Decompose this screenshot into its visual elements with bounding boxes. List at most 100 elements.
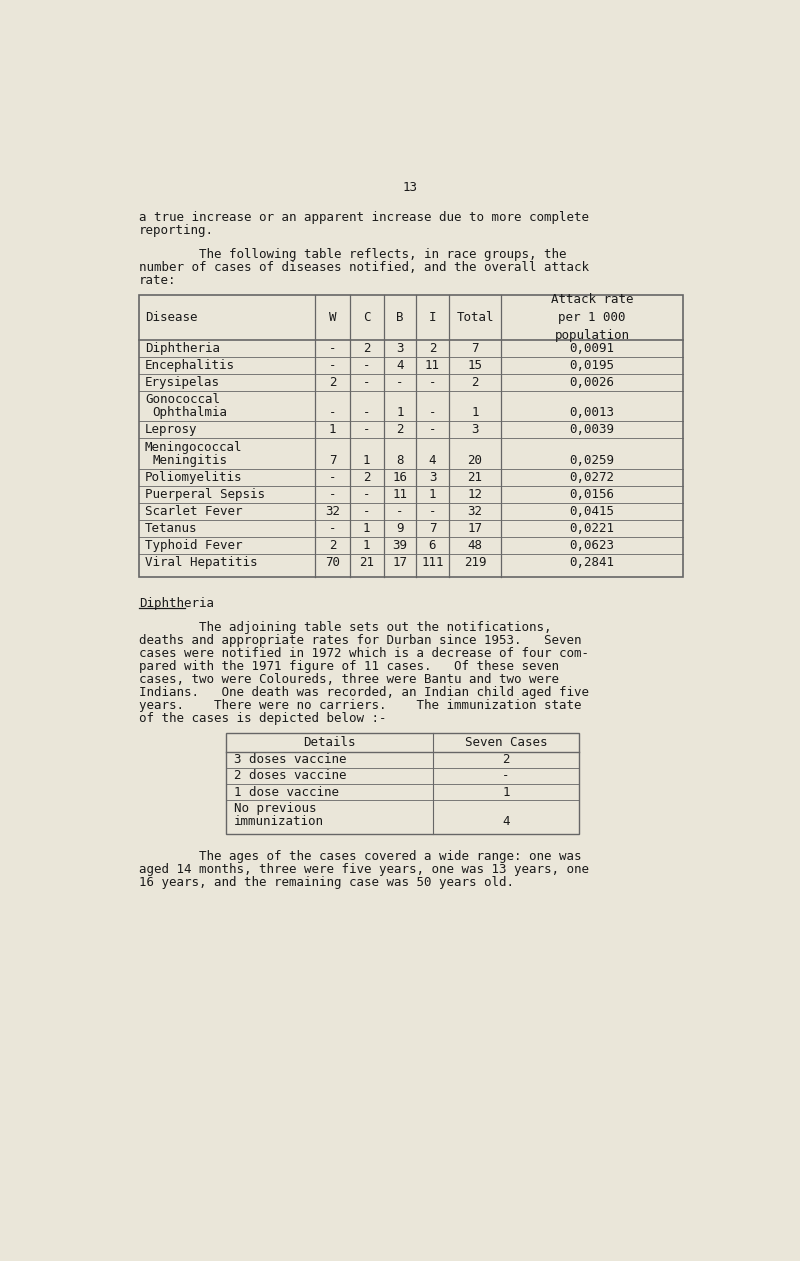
Text: Poliomyelitis: Poliomyelitis <box>145 472 242 484</box>
Text: cases, two were Coloureds, three were Bantu and two were: cases, two were Coloureds, three were Ba… <box>138 673 558 686</box>
Text: Attack rate
per 1 000
population: Attack rate per 1 000 population <box>551 293 634 342</box>
Text: 111: 111 <box>422 556 444 569</box>
Text: Puerperal Sepsis: Puerperal Sepsis <box>145 488 265 501</box>
Text: -: - <box>396 504 404 518</box>
Text: 0,0415: 0,0415 <box>570 504 614 518</box>
Bar <box>138 295 683 578</box>
Text: Erysipelas: Erysipelas <box>145 376 220 388</box>
Text: 2: 2 <box>429 342 436 354</box>
Text: -: - <box>363 406 370 420</box>
Text: 4: 4 <box>396 358 404 372</box>
Text: 0,0013: 0,0013 <box>570 406 614 420</box>
Text: 1: 1 <box>396 406 404 420</box>
Text: Encephalitis: Encephalitis <box>145 358 235 372</box>
Text: 9: 9 <box>396 522 404 535</box>
Text: 39: 39 <box>393 538 407 552</box>
Text: -: - <box>363 488 370 501</box>
Text: 0,0623: 0,0623 <box>570 538 614 552</box>
Text: -: - <box>396 376 404 388</box>
Bar <box>226 733 579 834</box>
Text: a true increase or an apparent increase due to more complete: a true increase or an apparent increase … <box>138 212 589 224</box>
Text: -: - <box>363 376 370 388</box>
Text: Diphtheria: Diphtheria <box>138 596 214 610</box>
Text: 7: 7 <box>429 522 436 535</box>
Text: 1 dose vaccine: 1 dose vaccine <box>234 786 339 798</box>
Text: 8: 8 <box>396 454 404 467</box>
Text: 12: 12 <box>467 488 482 501</box>
Text: deaths and appropriate rates for Durban since 1953.   Seven: deaths and appropriate rates for Durban … <box>138 633 582 647</box>
Text: Total: Total <box>456 311 494 324</box>
Text: Gonococcal: Gonococcal <box>145 392 220 406</box>
Text: 0,0039: 0,0039 <box>570 424 614 436</box>
Text: -: - <box>502 769 510 782</box>
Text: 13: 13 <box>402 180 418 194</box>
Text: 0,0272: 0,0272 <box>570 472 614 484</box>
Text: 70: 70 <box>325 556 340 569</box>
Text: Meningitis: Meningitis <box>153 454 228 467</box>
Text: Disease: Disease <box>145 311 198 324</box>
Text: -: - <box>429 406 436 420</box>
Text: 1: 1 <box>429 488 436 501</box>
Text: 32: 32 <box>325 504 340 518</box>
Text: 4: 4 <box>502 815 510 827</box>
Text: number of cases of diseases notified, and the overall attack: number of cases of diseases notified, an… <box>138 261 589 274</box>
Text: 21: 21 <box>359 556 374 569</box>
Text: Diphtheria: Diphtheria <box>145 342 220 354</box>
Text: Meningococcal: Meningococcal <box>145 440 242 454</box>
Text: reporting.: reporting. <box>138 224 214 237</box>
Text: Seven Cases: Seven Cases <box>465 736 547 749</box>
Text: 1: 1 <box>363 522 370 535</box>
Text: -: - <box>429 504 436 518</box>
Text: 2: 2 <box>363 342 370 354</box>
Text: 7: 7 <box>471 342 479 354</box>
Text: Typhoid Fever: Typhoid Fever <box>145 538 242 552</box>
Text: 3: 3 <box>429 472 436 484</box>
Text: 16 years, and the remaining case was 50 years old.: 16 years, and the remaining case was 50 … <box>138 876 514 889</box>
Text: Leprosy: Leprosy <box>145 424 198 436</box>
Text: 32: 32 <box>467 504 482 518</box>
Text: 0,0259: 0,0259 <box>570 454 614 467</box>
Text: 2: 2 <box>329 376 336 388</box>
Text: The adjoining table sets out the notifications,: The adjoining table sets out the notific… <box>138 620 551 633</box>
Text: B: B <box>396 311 404 324</box>
Text: cases were notified in 1972 which is a decrease of four com-: cases were notified in 1972 which is a d… <box>138 647 589 660</box>
Text: Ophthalmia: Ophthalmia <box>153 406 228 420</box>
Text: -: - <box>329 472 336 484</box>
Text: Tetanus: Tetanus <box>145 522 198 535</box>
Text: immunization: immunization <box>234 815 324 827</box>
Text: -: - <box>329 358 336 372</box>
Text: 0,0026: 0,0026 <box>570 376 614 388</box>
Text: 1: 1 <box>363 454 370 467</box>
Text: aged 14 months, three were five years, one was 13 years, one: aged 14 months, three were five years, o… <box>138 863 589 876</box>
Text: 3: 3 <box>396 342 404 354</box>
Text: 0,0091: 0,0091 <box>570 342 614 354</box>
Text: 2: 2 <box>502 753 510 767</box>
Text: 2 doses vaccine: 2 doses vaccine <box>234 769 346 782</box>
Text: 11: 11 <box>425 358 440 372</box>
Text: -: - <box>363 358 370 372</box>
Text: 1: 1 <box>471 406 479 420</box>
Text: 16: 16 <box>393 472 407 484</box>
Text: -: - <box>363 504 370 518</box>
Text: 3: 3 <box>471 424 479 436</box>
Text: 20: 20 <box>467 454 482 467</box>
Text: rate:: rate: <box>138 274 176 288</box>
Text: -: - <box>329 406 336 420</box>
Text: 1: 1 <box>363 538 370 552</box>
Text: Indians.   One death was recorded, an Indian child aged five: Indians. One death was recorded, an Indi… <box>138 686 589 699</box>
Text: 1: 1 <box>329 424 336 436</box>
Text: 15: 15 <box>467 358 482 372</box>
Text: 21: 21 <box>467 472 482 484</box>
Text: W: W <box>329 311 336 324</box>
Text: 0,0156: 0,0156 <box>570 488 614 501</box>
Text: -: - <box>329 342 336 354</box>
Text: 3 doses vaccine: 3 doses vaccine <box>234 753 346 767</box>
Text: -: - <box>363 424 370 436</box>
Text: C: C <box>363 311 370 324</box>
Text: Viral Hepatitis: Viral Hepatitis <box>145 556 258 569</box>
Text: 219: 219 <box>464 556 486 569</box>
Text: The following table reflects, in race groups, the: The following table reflects, in race gr… <box>138 248 566 261</box>
Text: 2: 2 <box>363 472 370 484</box>
Text: -: - <box>329 488 336 501</box>
Text: of the cases is depicted below :-: of the cases is depicted below :- <box>138 712 386 725</box>
